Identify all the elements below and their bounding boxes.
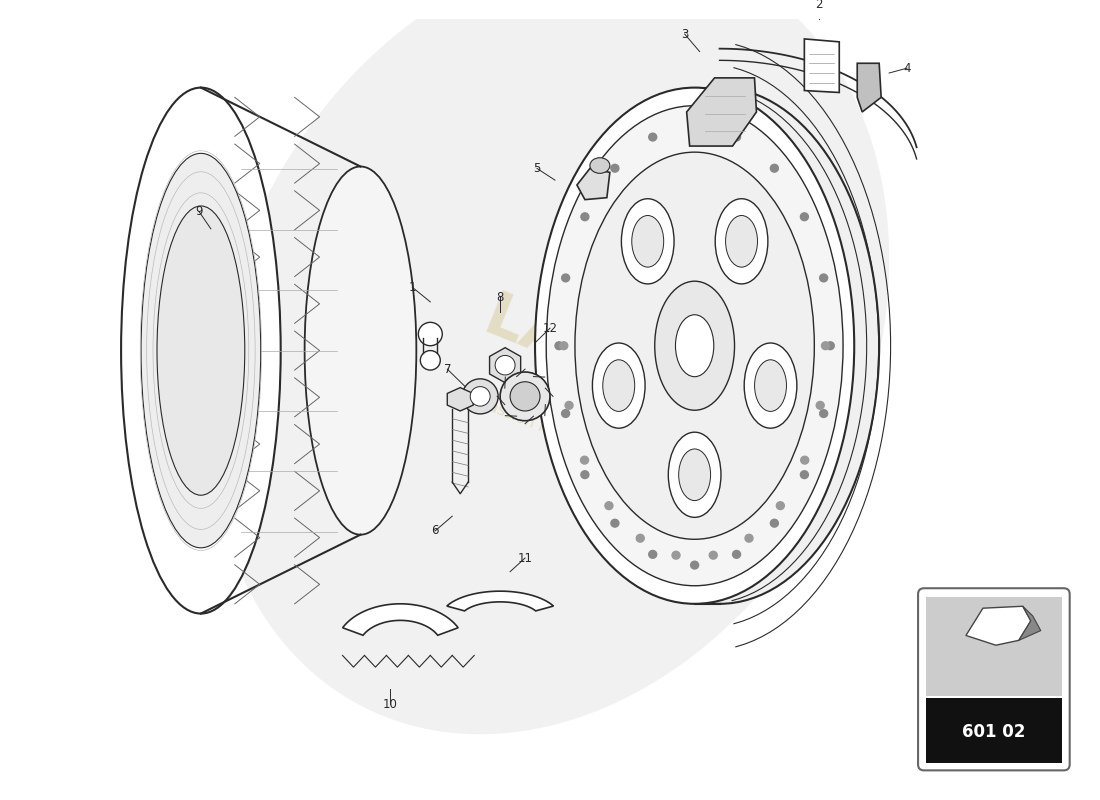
Polygon shape bbox=[966, 606, 1031, 646]
Text: 10: 10 bbox=[383, 698, 398, 710]
Circle shape bbox=[801, 470, 808, 478]
Ellipse shape bbox=[679, 449, 711, 501]
Text: passion for parts since 1985: passion for parts since 1985 bbox=[476, 395, 683, 490]
Text: 5: 5 bbox=[534, 162, 541, 175]
Ellipse shape bbox=[470, 386, 491, 406]
Text: 11: 11 bbox=[518, 551, 532, 565]
Text: LAMBOS: LAMBOS bbox=[474, 289, 766, 452]
Ellipse shape bbox=[675, 314, 714, 377]
Circle shape bbox=[556, 342, 563, 350]
Circle shape bbox=[672, 551, 680, 559]
Ellipse shape bbox=[593, 343, 645, 428]
Text: 3: 3 bbox=[681, 27, 689, 41]
Circle shape bbox=[562, 274, 570, 282]
Circle shape bbox=[691, 562, 698, 569]
Ellipse shape bbox=[560, 88, 879, 604]
FancyBboxPatch shape bbox=[918, 588, 1069, 770]
Text: 9: 9 bbox=[195, 205, 202, 218]
Ellipse shape bbox=[141, 154, 261, 548]
Circle shape bbox=[581, 470, 589, 478]
Ellipse shape bbox=[495, 355, 515, 375]
Circle shape bbox=[733, 550, 740, 558]
Bar bbox=[926, 698, 1062, 762]
Ellipse shape bbox=[726, 215, 758, 267]
Circle shape bbox=[770, 519, 779, 527]
Polygon shape bbox=[448, 387, 473, 411]
Ellipse shape bbox=[654, 281, 735, 410]
Circle shape bbox=[581, 213, 589, 221]
Circle shape bbox=[649, 133, 657, 141]
Circle shape bbox=[581, 456, 589, 464]
Circle shape bbox=[605, 502, 613, 510]
Ellipse shape bbox=[305, 166, 416, 534]
Ellipse shape bbox=[547, 106, 843, 586]
Circle shape bbox=[733, 133, 740, 141]
Polygon shape bbox=[804, 39, 839, 93]
Polygon shape bbox=[686, 78, 757, 146]
Ellipse shape bbox=[418, 322, 442, 346]
Text: 6: 6 bbox=[431, 524, 439, 538]
Circle shape bbox=[565, 402, 573, 410]
Polygon shape bbox=[211, 0, 889, 734]
Text: 8: 8 bbox=[496, 290, 504, 303]
Ellipse shape bbox=[755, 360, 786, 411]
Ellipse shape bbox=[603, 360, 635, 411]
Bar bbox=[926, 598, 1062, 696]
Ellipse shape bbox=[420, 350, 440, 370]
Polygon shape bbox=[576, 169, 609, 200]
Ellipse shape bbox=[510, 382, 540, 411]
Circle shape bbox=[801, 456, 808, 464]
Circle shape bbox=[610, 164, 619, 172]
Ellipse shape bbox=[669, 432, 720, 518]
Circle shape bbox=[826, 342, 834, 350]
Circle shape bbox=[822, 342, 829, 350]
Circle shape bbox=[636, 534, 645, 542]
Text: 601 02: 601 02 bbox=[962, 723, 1025, 741]
Circle shape bbox=[777, 502, 784, 510]
Ellipse shape bbox=[575, 152, 814, 539]
Circle shape bbox=[710, 551, 717, 559]
Ellipse shape bbox=[157, 206, 245, 495]
Ellipse shape bbox=[631, 215, 663, 267]
Ellipse shape bbox=[500, 372, 550, 421]
Polygon shape bbox=[490, 348, 520, 382]
Ellipse shape bbox=[715, 198, 768, 284]
Text: 2: 2 bbox=[815, 0, 823, 11]
Circle shape bbox=[770, 164, 779, 172]
Circle shape bbox=[801, 213, 808, 221]
Circle shape bbox=[816, 402, 824, 410]
Ellipse shape bbox=[535, 88, 855, 604]
Ellipse shape bbox=[590, 158, 609, 174]
Polygon shape bbox=[1019, 606, 1041, 640]
Polygon shape bbox=[447, 591, 553, 611]
Circle shape bbox=[649, 550, 657, 558]
Circle shape bbox=[820, 410, 827, 418]
Text: 1: 1 bbox=[408, 281, 416, 294]
Polygon shape bbox=[342, 604, 458, 635]
Circle shape bbox=[560, 342, 568, 350]
Circle shape bbox=[691, 122, 698, 130]
Text: 4: 4 bbox=[903, 62, 911, 74]
Ellipse shape bbox=[462, 379, 498, 414]
Polygon shape bbox=[857, 63, 881, 112]
Circle shape bbox=[562, 410, 570, 418]
Circle shape bbox=[820, 274, 827, 282]
Ellipse shape bbox=[121, 88, 280, 614]
Ellipse shape bbox=[621, 198, 674, 284]
Ellipse shape bbox=[745, 343, 796, 428]
Text: 7: 7 bbox=[443, 362, 451, 375]
Circle shape bbox=[610, 519, 619, 527]
Text: 12: 12 bbox=[542, 322, 558, 334]
Circle shape bbox=[745, 534, 754, 542]
